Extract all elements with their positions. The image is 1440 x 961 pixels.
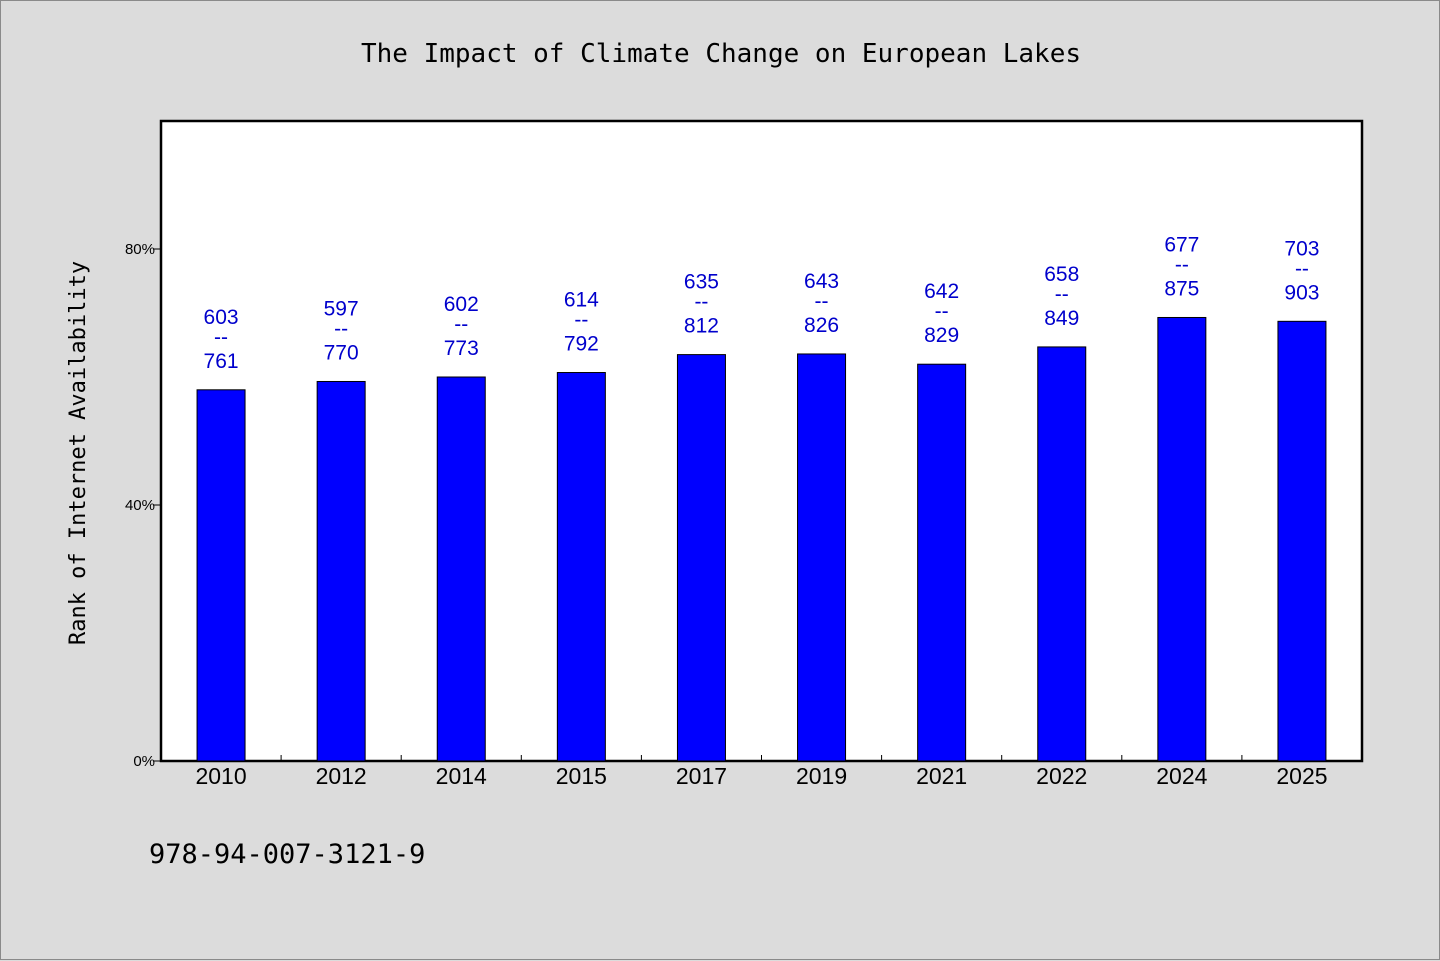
bar-2025 <box>1277 320 1327 762</box>
data-label-separator: -- <box>574 309 588 332</box>
data-label-top: 642 <box>924 280 959 303</box>
chart-title: The Impact of Climate Change on European… <box>361 39 1081 69</box>
y-axis-label: Rank of Internet Availability <box>66 261 91 645</box>
x-tick-label: 2012 <box>316 763 367 789</box>
data-label-separator: -- <box>935 300 949 323</box>
data-label-bottom: 829 <box>924 324 959 347</box>
data-label-top: 614 <box>564 289 599 312</box>
data-label-top: 602 <box>444 293 479 316</box>
y-axis: 0% 40% 80% <box>125 241 161 770</box>
x-tick-label: 2019 <box>796 763 847 789</box>
x-tick-label: 2022 <box>1036 763 1087 789</box>
data-label-bottom: 812 <box>684 315 719 338</box>
bar-2017 <box>676 354 726 762</box>
data-label-separator: -- <box>454 313 468 336</box>
data-label-top: 643 <box>804 270 839 293</box>
data-label-separator: -- <box>815 290 829 313</box>
data-label-top: 658 <box>1044 263 1079 286</box>
x-tick-label: 2010 <box>195 763 246 789</box>
bar-2014 <box>436 376 486 762</box>
x-tick-label: 2014 <box>436 763 487 789</box>
x-tick-label: 2021 <box>916 763 967 789</box>
y-tick-label: 0% <box>133 753 155 770</box>
data-label-bottom: 761 <box>204 350 239 373</box>
data-label-bottom: 792 <box>564 333 599 356</box>
data-label-top: 677 <box>1164 233 1199 256</box>
bar-2024 <box>1157 316 1207 762</box>
x-axis: 2010 2012 2014 2015 2017 2019 2021 2022 2024 2025 <box>195 755 1328 789</box>
data-label-bottom: 875 <box>1164 277 1199 300</box>
data-label-top: 597 <box>324 297 359 320</box>
bar-2019 <box>797 353 847 762</box>
bar-2021 <box>917 363 967 762</box>
data-labels-group: 603--761597--770602--773614--792635--812… <box>204 233 1320 372</box>
data-label-bottom: 773 <box>444 337 479 360</box>
x-tick-label: 2024 <box>1156 763 1207 789</box>
data-label-separator: -- <box>214 326 228 349</box>
data-label-bottom: 826 <box>804 314 839 337</box>
x-tick-label: 2015 <box>556 763 607 789</box>
data-label-bottom: 849 <box>1044 307 1079 330</box>
data-label-separator: -- <box>1055 283 1069 306</box>
data-label-top: 703 <box>1284 237 1319 260</box>
data-label-top: 635 <box>684 271 719 294</box>
y-tick-label: 80% <box>125 241 155 258</box>
data-label-separator: -- <box>1175 253 1189 276</box>
data-label-separator: -- <box>1295 257 1309 280</box>
x-tick-label: 2017 <box>676 763 727 789</box>
bar-2010 <box>196 389 246 762</box>
bar-2015 <box>556 372 606 762</box>
data-label-top: 603 <box>204 306 239 329</box>
footnote-isbn: 978-94-007-3121-9 <box>149 839 425 870</box>
bar-2022 <box>1037 346 1087 762</box>
data-label-separator: -- <box>694 291 708 314</box>
x-tick-label: 2025 <box>1276 763 1327 789</box>
y-tick-label: 40% <box>125 497 155 514</box>
data-label-bottom: 770 <box>324 341 359 364</box>
data-label-bottom: 903 <box>1284 281 1319 304</box>
bar-2012 <box>316 380 366 762</box>
data-label-separator: -- <box>334 317 348 340</box>
bars-group <box>196 316 1327 762</box>
